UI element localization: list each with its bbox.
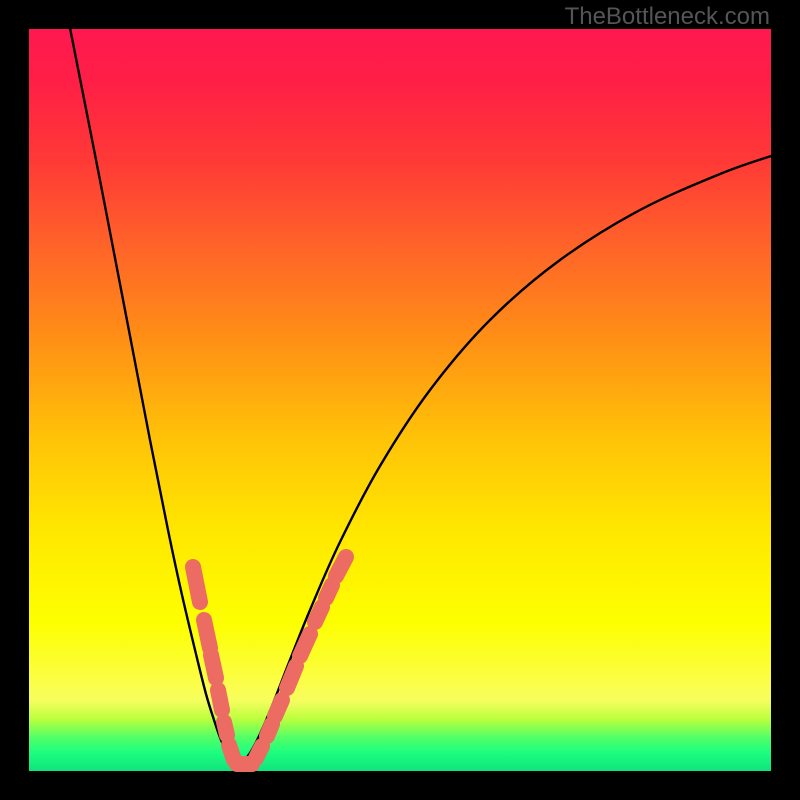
data-marker (287, 666, 296, 688)
watermark-text: TheBottleneck.com (565, 3, 770, 31)
data-marker (204, 620, 210, 648)
data-marker (267, 724, 272, 736)
data-marker (315, 607, 322, 622)
bottleneck-chart (0, 0, 800, 800)
data-marker (300, 634, 310, 656)
data-marker (275, 700, 282, 716)
data-marker (326, 585, 332, 598)
data-marker (224, 722, 227, 735)
data-marker (336, 557, 346, 576)
data-marker (193, 567, 200, 602)
data-marker (256, 746, 262, 758)
data-marker (218, 690, 222, 710)
data-marker (211, 655, 216, 678)
plot-background (29, 29, 771, 771)
